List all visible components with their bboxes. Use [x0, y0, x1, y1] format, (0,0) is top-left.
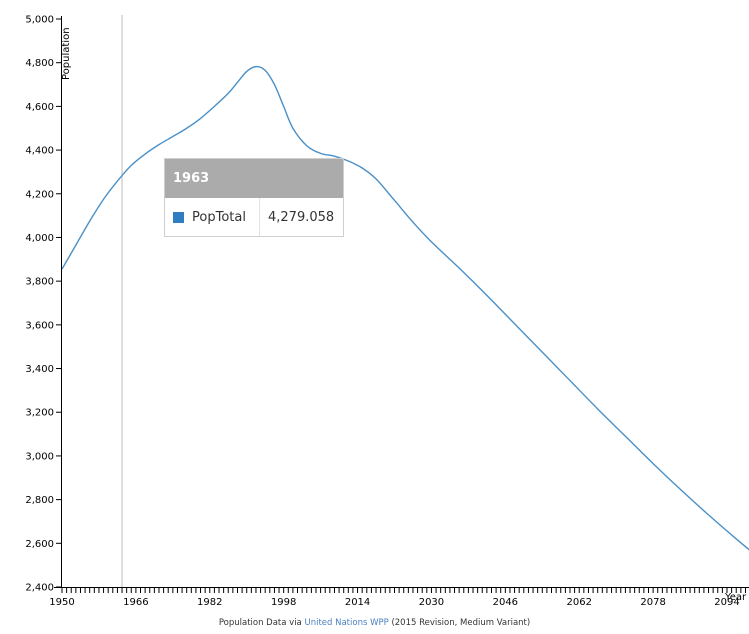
- y-tick-label: 2,600: [25, 539, 54, 550]
- data-tooltip: 1963 PopTotal 4,279.058: [164, 158, 344, 237]
- x-tick-label: 2030: [419, 597, 444, 608]
- series-swatch-icon: [173, 211, 184, 223]
- x-tick-label: 2046: [493, 597, 518, 608]
- x-tick-label: 1982: [197, 597, 222, 608]
- x-axis-title: Year: [724, 592, 747, 603]
- tooltip-series-cell: PopTotal: [165, 198, 260, 236]
- x-tick-label: 2094: [714, 597, 739, 608]
- tooltip-year: 1963: [165, 159, 343, 198]
- y-tick-label: 3,200: [25, 408, 54, 419]
- y-tick-label: 4,400: [25, 146, 54, 157]
- y-tick-label: 4,800: [25, 58, 54, 69]
- y-axis-title: Population: [61, 27, 72, 80]
- y-tick-label: 4,200: [25, 189, 54, 200]
- y-tick-label: 5,000: [25, 15, 54, 26]
- data-source-credit: Population Data via United Nations WPP (…: [0, 618, 749, 628]
- x-tick-label: 1966: [123, 597, 148, 608]
- y-tick-label: 4,600: [25, 102, 54, 113]
- x-tick-label: 2062: [566, 597, 591, 608]
- x-axis: 1950 1966 1982 1998 2014 2030 2046 2062 2078 2094: [49, 587, 749, 608]
- x-tick-label: 2014: [345, 597, 370, 608]
- y-tick-label: 3,000: [25, 451, 54, 462]
- un-wpp-link[interactable]: United Nations WPP: [304, 618, 389, 628]
- y-axis: 2,400 2,600 2,800 3,000 3,200 3,400 3,600 3,800…: [25, 15, 62, 594]
- credit-suffix: (2015 Revision, Medium Variant): [388, 618, 531, 628]
- credit-prefix: Population Data via: [218, 618, 305, 628]
- tooltip-series-name: PopTotal: [192, 209, 246, 225]
- series-line-poptotal: [61, 65, 749, 551]
- tooltip-value: 4,279.058: [268, 209, 335, 225]
- x-tick-label: 1950: [49, 597, 74, 608]
- y-tick-label: 2,800: [25, 495, 54, 506]
- x-tick-label: 1998: [271, 597, 296, 608]
- x-tick-label: 2078: [640, 597, 665, 608]
- y-tick-label: 3,600: [25, 320, 54, 331]
- y-tick-label: 3,400: [25, 364, 54, 375]
- tooltip-row: PopTotal 4,279.058: [165, 198, 343, 236]
- y-tick-label: 4,000: [25, 233, 54, 244]
- y-tick-label: 3,800: [25, 277, 54, 288]
- y-tick-label: 2,400: [25, 583, 54, 594]
